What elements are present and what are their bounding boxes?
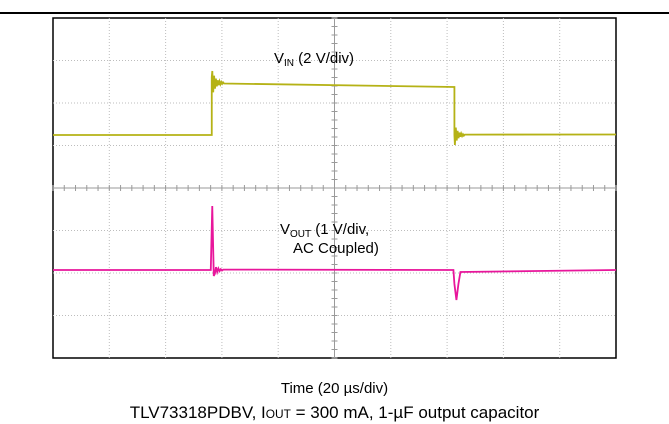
- vout-trace: [53, 205, 617, 301]
- top-rule: [0, 12, 669, 14]
- figure-caption: TLV73318PDBV, IOUT = 300 mA, 1-µF output…: [0, 403, 669, 423]
- caption-rest: = 300 mA, 1-µF output capacitor: [290, 403, 540, 422]
- vin-label: VIN (2 V/div): [274, 50, 354, 69]
- vout-label: VOUT (1 V/div,: [280, 221, 369, 240]
- vin-trace: [53, 70, 617, 146]
- x-axis-label: Time (20 µs/div): [280, 380, 389, 397]
- caption-part: TLV73318PDBV, I: [129, 403, 266, 422]
- caption-sub: OUT: [265, 407, 291, 421]
- vout-label-line2: AC Coupled): [293, 240, 379, 257]
- grid: [52, 17, 617, 359]
